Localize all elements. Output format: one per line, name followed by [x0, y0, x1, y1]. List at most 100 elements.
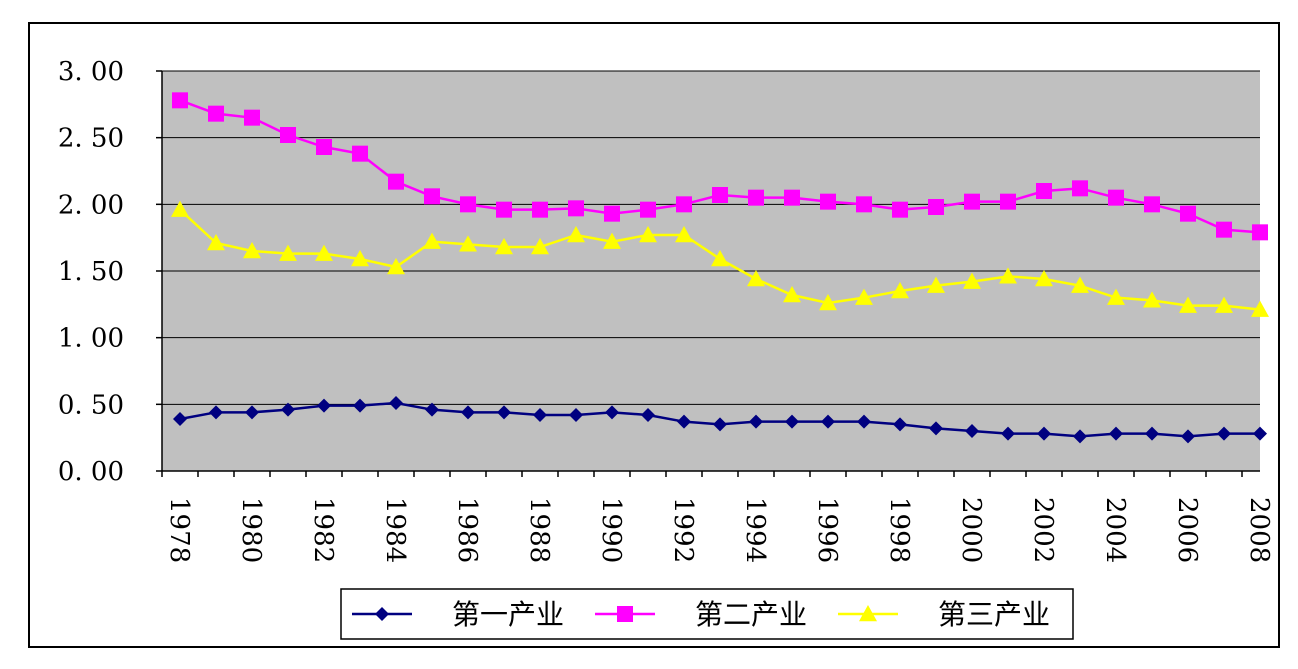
legend-entry: 第二产业 [595, 598, 807, 631]
data-point [1253, 426, 1267, 441]
data-point [747, 270, 765, 287]
data-point [567, 226, 585, 243]
x-tick-label: 2000 [956, 497, 986, 563]
data-point [315, 244, 333, 261]
data-point [1251, 300, 1269, 317]
data-point [353, 398, 367, 413]
data-point [424, 188, 440, 205]
data-point [965, 424, 979, 438]
data-point [209, 405, 223, 420]
y-tick-label: 3. 00 [58, 57, 124, 87]
data-point [245, 405, 259, 420]
data-point [388, 173, 404, 190]
data-point [605, 405, 619, 420]
data-point [711, 250, 729, 267]
x-tick-label: 2004 [1100, 497, 1130, 563]
data-point [171, 200, 189, 217]
data-point [604, 205, 620, 222]
legend-entry: 第一产业 [352, 598, 564, 631]
data-point [497, 405, 511, 420]
data-point [1108, 189, 1124, 206]
data-point [351, 250, 369, 267]
legend-label: 第一产业 [452, 598, 564, 631]
data-point [1181, 429, 1195, 444]
data-point [207, 234, 225, 251]
x-tick-label: 1982 [308, 497, 338, 563]
data-point [1035, 270, 1053, 287]
data-point [387, 258, 405, 275]
data-point [855, 288, 873, 305]
y-tick-label: 0. 00 [58, 457, 124, 487]
data-point [675, 226, 693, 243]
x-tick-label: 1984 [380, 497, 410, 563]
data-point [857, 414, 871, 429]
data-point [1000, 193, 1016, 210]
data-point [783, 286, 801, 303]
legend-entry: 第三产业 [838, 598, 1050, 631]
data-point [1072, 180, 1088, 197]
x-axis-ticks: 1978 1980 1982 1984 1986 1988 1990 1992 1994 1996… [161, 471, 1274, 563]
data-point [532, 201, 548, 218]
y-tick-label: 1. 50 [58, 257, 124, 287]
data-point [713, 417, 727, 432]
data-point [891, 282, 909, 299]
y-tick-label: 2. 50 [58, 124, 124, 154]
data-point [1216, 221, 1232, 238]
gridlines [162, 70, 1260, 405]
data-point [1143, 291, 1161, 308]
data-point [1179, 296, 1197, 313]
data-point [208, 105, 224, 122]
data-point [533, 408, 547, 422]
data-point [425, 402, 439, 417]
x-tick-label: 1978 [164, 497, 194, 563]
data-point [641, 408, 655, 422]
legend: 第一产业 第二产业 第三产业 [340, 588, 1074, 640]
data-point [1071, 276, 1089, 293]
data-point [317, 398, 331, 413]
data-point [316, 139, 332, 155]
data-point [677, 414, 691, 429]
x-tick-label: 2008 [1244, 497, 1274, 563]
data-point [784, 189, 800, 206]
y-tick-label: 1. 00 [58, 324, 124, 354]
data-point [748, 189, 764, 206]
data-point [999, 267, 1017, 284]
series-1 [173, 396, 1267, 444]
data-point [352, 145, 368, 162]
x-tick-label: 2006 [1172, 497, 1202, 563]
x-tick-label: 1996 [812, 497, 842, 563]
y-tick-label: 0. 50 [58, 390, 124, 420]
x-tick-label: 1988 [524, 497, 554, 563]
data-point [1001, 426, 1015, 441]
data-point [1144, 196, 1160, 213]
data-point [928, 199, 944, 215]
data-point [279, 244, 297, 261]
data-point [820, 193, 836, 210]
data-point [568, 200, 584, 217]
data-point [569, 408, 583, 422]
data-point [423, 232, 441, 249]
data-point [603, 232, 621, 249]
data-point [459, 235, 477, 252]
data-point [496, 201, 512, 218]
legend-marker [859, 605, 877, 622]
data-point [1037, 426, 1051, 441]
data-point [1215, 296, 1233, 313]
data-point [531, 238, 549, 255]
data-point [712, 187, 728, 203]
x-tick-label: 1986 [452, 497, 482, 563]
legend-marker [617, 606, 633, 622]
data-point [893, 417, 907, 432]
data-point [639, 226, 657, 243]
data-point [963, 272, 981, 289]
legend-label: 第二产业 [695, 598, 807, 631]
data-point [1252, 224, 1268, 241]
data-point [1109, 426, 1123, 441]
data-point [929, 421, 943, 436]
data-point [821, 414, 835, 429]
series-group [171, 92, 1269, 444]
data-point [964, 193, 980, 210]
data-point [461, 405, 475, 420]
data-point [280, 127, 296, 143]
data-point [927, 276, 945, 293]
